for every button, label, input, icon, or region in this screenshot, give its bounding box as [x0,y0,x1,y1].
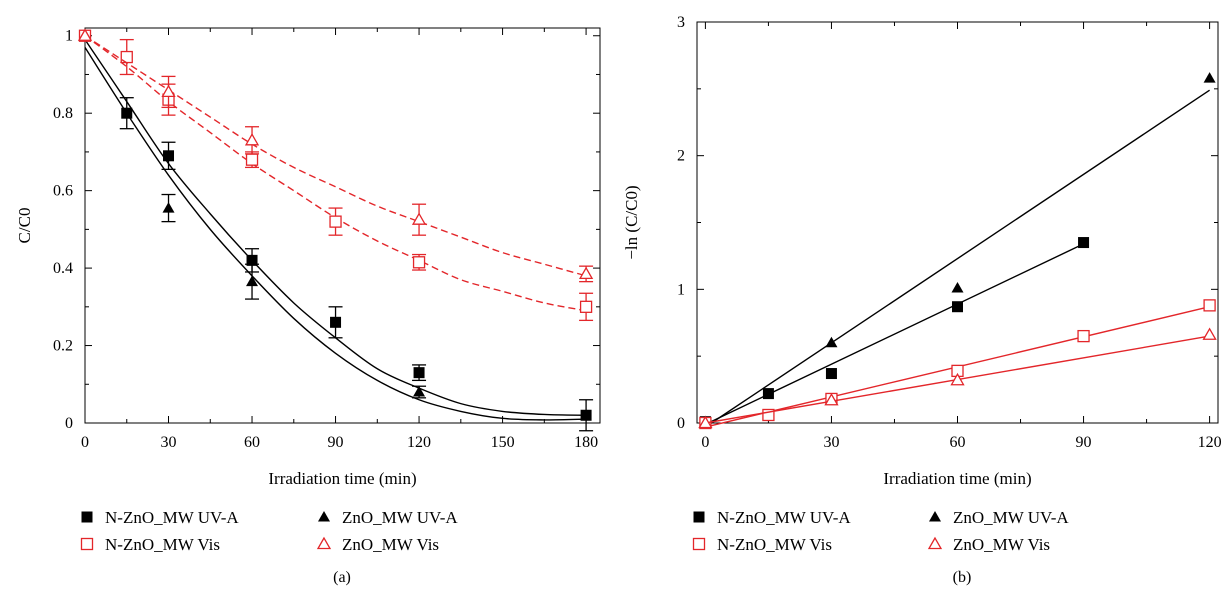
legend-marker [80,537,94,551]
legend-marker [318,511,330,522]
y-tick-label: 0 [65,415,73,432]
data-point [698,415,713,429]
legend-label: N-ZnO_MW UV-A [717,508,851,527]
data-point [825,336,838,348]
series-zno-mw-uv-a [699,72,1216,428]
data-point [413,386,426,397]
series-zno-mw-vis [77,28,594,283]
data-point [246,254,258,266]
plot-frame [84,27,601,424]
y-tick-label: 0.8 [53,105,73,122]
fit-line [84,46,587,421]
data-point [161,84,176,98]
x-tick-label: 180 [574,434,598,451]
legend: N-ZnO_MW UV-A ZnO_MW UV-A N-ZnO_MW Vis ZnO_… [692,508,1069,554]
y-tick-label: 1 [677,281,685,298]
data-point [580,409,592,421]
legend-label: N-ZnO_MW Vis [105,535,220,554]
panel-b: 0 30 60 90 120 0 1 2 3 Irradiation time (min) −ln … [622,14,1222,586]
legend-marker [693,511,705,523]
legend-label: ZnO_MW UV-A [342,508,458,527]
data-point [824,392,839,406]
data-point [244,132,260,146]
legend-marker [316,536,332,550]
data-point [1203,299,1216,312]
legend-marker [929,511,941,522]
x-tick-label: 0 [81,434,89,451]
data-point [579,300,593,313]
legend-label: N-ZnO_MW Vis [717,535,832,554]
data-point [330,316,342,328]
series-n-zno-mw-vis [699,299,1216,430]
y-tick-label: 0.6 [53,183,73,200]
data-point [411,212,427,225]
x-tick-label: 60 [244,434,260,451]
data-point [1078,237,1090,249]
series-n-zno-mw-uv-a [79,30,594,432]
data-point [825,368,837,380]
y-tick-label: 0.2 [53,338,73,355]
y-tick-label: 0 [677,415,685,432]
legend-label: N-ZnO_MW UV-A [105,508,239,527]
x-axis-title: Irradiation time (min) [268,469,416,488]
data-point [950,372,965,386]
data-point [329,215,342,228]
y-axis-title: C/C0 [15,208,34,244]
panel-label: (b) [953,569,972,586]
y-tick-label: 3 [677,14,685,31]
x-tick-label: 150 [491,434,515,451]
x-tick-label: 0 [701,434,709,451]
x-tick-label: 120 [407,434,431,451]
series-n-zno-mw-uv-a [699,237,1090,428]
x-axis-title: Irradiation time (min) [883,469,1031,488]
fit-line [84,35,587,312]
y-tick-label: 0.4 [53,260,73,277]
x-tick-label: 90 [328,434,344,451]
legend-marker [81,511,93,523]
data-point [578,266,594,280]
fit-line [705,243,1084,425]
data-point [163,150,175,162]
data-point [952,301,963,313]
fit-line [705,89,1210,428]
y-axis-title: −ln (C/C0) [622,185,641,259]
data-point [762,388,774,400]
data-point [413,367,425,379]
y-tick-label: 2 [677,148,685,165]
data-point [1202,327,1217,340]
x-tick-label: 120 [1198,434,1222,451]
data-point [951,281,964,293]
data-point [246,275,259,287]
data-point [412,256,426,269]
panel-a: 0 30 60 90 120 150 180 0 0.2 0.4 0.6 0.8 1 Irradiatio… [15,27,601,586]
y-tick-label: 1 [65,28,73,45]
series-zno-mw-vis [698,327,1217,429]
legend-label: ZnO_MW UV-A [953,508,1069,527]
data-point [1077,329,1090,343]
x-tick-label: 60 [950,434,966,451]
legend-label: ZnO_MW Vis [953,535,1050,554]
legend: N-ZnO_MW UV-A ZnO_MW UV-A N-ZnO_MW Vis ZnO_… [80,508,458,554]
data-point [1203,72,1216,83]
data-point [762,408,775,422]
legend-label: ZnO_MW Vis [342,535,439,554]
panel-label: (a) [333,569,351,586]
data-point [77,28,93,41]
x-tick-label: 30 [161,434,177,451]
series-n-zno-mw-vis [78,29,594,322]
data-point [162,202,175,213]
legend-marker [692,537,706,551]
legend-marker [927,536,943,550]
data-point [245,153,259,166]
plot-frame [696,21,1219,424]
x-tick-label: 30 [823,434,839,451]
fit-line [84,35,587,277]
x-tick-label: 90 [1076,434,1092,451]
